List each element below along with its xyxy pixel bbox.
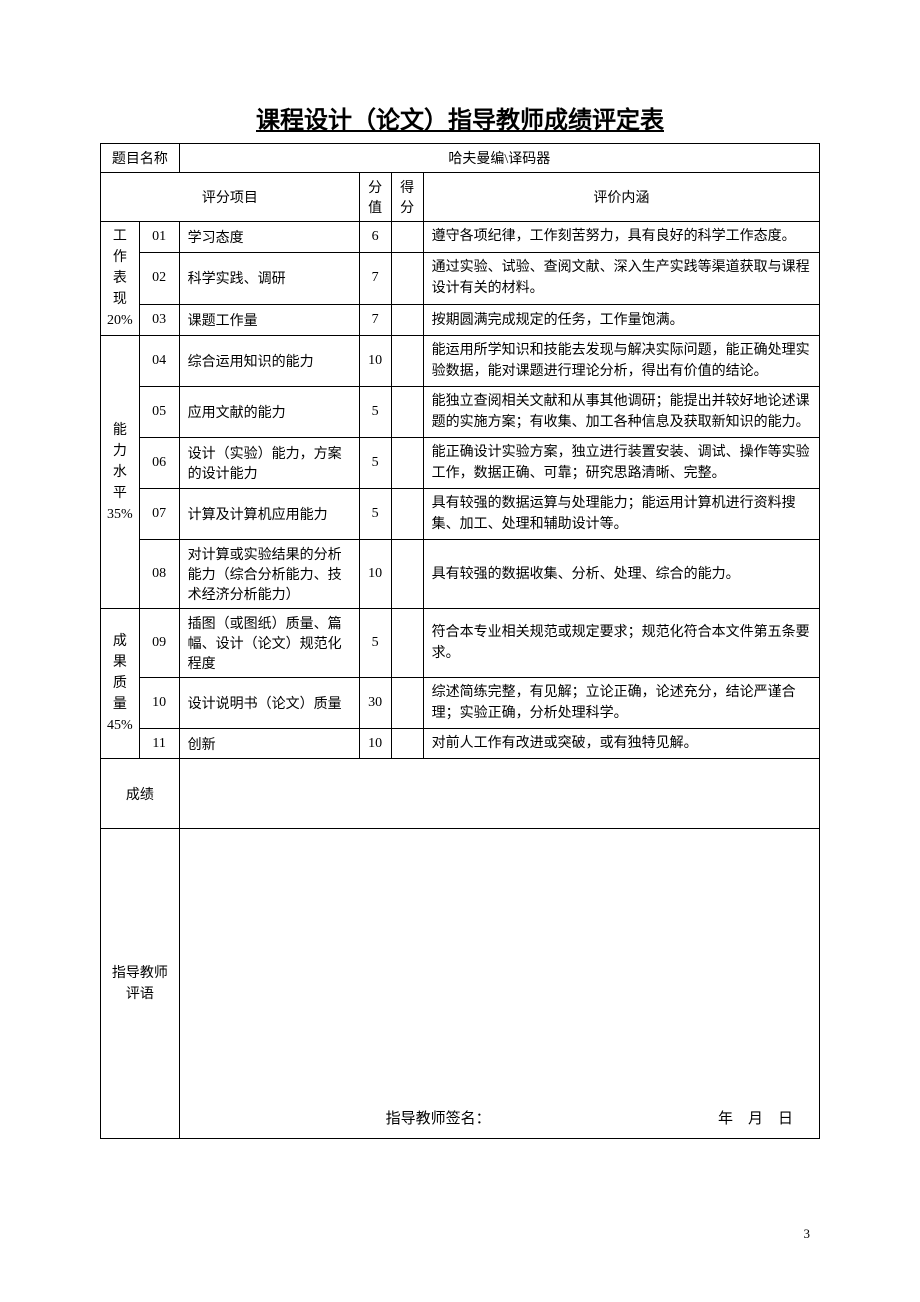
row-score: 7	[359, 252, 391, 304]
row-score: 7	[359, 305, 391, 336]
row-item: 学习态度	[179, 222, 359, 253]
row-got[interactable]	[391, 729, 423, 759]
header-row: 评分项目 分值 得分 评价内涵	[101, 173, 820, 222]
category-percent: 35%	[107, 504, 133, 525]
row-item: 设计（实验）能力，方案的设计能力	[179, 438, 359, 489]
row-got[interactable]	[391, 489, 423, 540]
row-got[interactable]	[391, 678, 423, 729]
comment-label: 指导教师评语	[107, 963, 173, 1005]
header-item: 评分项目	[101, 173, 360, 222]
signature-label: 指导教师签名：	[386, 1111, 491, 1127]
table-row: 10 设计说明书（论文）质量 30 综述简练完整，有见解；立论正确，论述充分，结…	[101, 678, 820, 729]
evaluation-table: 题目名称 哈夫曼编\译码器 评分项目 分值 得分 评价内涵 工作表现 20% 0…	[100, 143, 820, 1139]
table-row: 03 课题工作量 7 按期圆满完成规定的任务，工作量饱满。	[101, 305, 820, 336]
row-item: 创新	[179, 729, 359, 759]
row-item: 对计算或实验结果的分析能力（综合分析能力、技术经济分析能力）	[179, 540, 359, 609]
row-content: 综述简练完整，有见解；立论正确，论述充分，结论严谨合理；实验正确，分析处理科学。	[423, 678, 819, 729]
row-content: 对前人工作有改进或突破，或有独特见解。	[423, 729, 819, 759]
document-title: 课程设计（论文）指导教师成绩评定表	[100, 100, 820, 135]
comment-body[interactable]: 指导教师签名： 年 月 日	[179, 829, 819, 1139]
comment-label-cell: 指导教师评语	[101, 829, 180, 1139]
table-row: 能力水平 35% 04 综合运用知识的能力 10 能运用所学知识和技能去发现与解…	[101, 336, 820, 387]
grade-label: 成绩	[101, 759, 180, 829]
row-score: 10	[359, 336, 391, 387]
row-score: 10	[359, 729, 391, 759]
row-content: 能正确设计实验方案，独立进行装置安装、调试、操作等实验工作，数据正确、可靠；研究…	[423, 438, 819, 489]
row-num: 10	[139, 678, 179, 729]
header-got: 得分	[391, 173, 423, 222]
row-score: 10	[359, 540, 391, 609]
subject-label: 题目名称	[101, 144, 180, 173]
row-score: 30	[359, 678, 391, 729]
row-num: 05	[139, 387, 179, 438]
row-num: 11	[139, 729, 179, 759]
row-num: 01	[139, 222, 179, 253]
table-row: 05 应用文献的能力 5 能独立查阅相关文献和从事其他调研；能提出并较好地论述课…	[101, 387, 820, 438]
row-num: 04	[139, 336, 179, 387]
row-got[interactable]	[391, 305, 423, 336]
table-row: 成果质量 45% 09 插图（或图纸）质量、篇幅、设计（论文）规范化程度 5 符…	[101, 609, 820, 678]
row-got[interactable]	[391, 336, 423, 387]
row-score: 5	[359, 438, 391, 489]
row-num: 07	[139, 489, 179, 540]
row-item: 设计说明书（论文）质量	[179, 678, 359, 729]
header-content: 评价内涵	[423, 173, 819, 222]
category-name: 工作表现	[107, 226, 133, 310]
row-score: 6	[359, 222, 391, 253]
category-name: 成果质量	[107, 631, 133, 715]
category-percent: 45%	[107, 715, 133, 736]
table-row: 02 科学实践、调研 7 通过实验、试验、查阅文献、深入生产实践等渠道获取与课程…	[101, 252, 820, 304]
month-label: 月	[748, 1111, 763, 1127]
category-name: 能力水平	[107, 420, 133, 504]
category-cell-2: 能力水平 35%	[101, 336, 140, 609]
table-row: 08 对计算或实验结果的分析能力（综合分析能力、技术经济分析能力） 10 具有较…	[101, 540, 820, 609]
row-got[interactable]	[391, 438, 423, 489]
row-got[interactable]	[391, 540, 423, 609]
year-label: 年	[718, 1111, 733, 1127]
row-content: 按期圆满完成规定的任务，工作量饱满。	[423, 305, 819, 336]
row-content: 具有较强的数据运算与处理能力；能运用计算机进行资料搜集、加工、处理和辅助设计等。	[423, 489, 819, 540]
day-label: 日	[778, 1111, 793, 1127]
row-num: 03	[139, 305, 179, 336]
table-row: 11 创新 10 对前人工作有改进或突破，或有独特见解。	[101, 729, 820, 759]
row-item: 科学实践、调研	[179, 252, 359, 304]
table-row: 07 计算及计算机应用能力 5 具有较强的数据运算与处理能力；能运用计算机进行资…	[101, 489, 820, 540]
row-item: 应用文献的能力	[179, 387, 359, 438]
page-number: 3	[804, 1226, 811, 1242]
row-got[interactable]	[391, 387, 423, 438]
row-num: 09	[139, 609, 179, 678]
row-content: 符合本专业相关规范或规定要求；规范化符合本文件第五条要求。	[423, 609, 819, 678]
row-content: 遵守各项纪律，工作刻苦努力，具有良好的科学工作态度。	[423, 222, 819, 253]
table-row: 06 设计（实验）能力，方案的设计能力 5 能正确设计实验方案，独立进行装置安装…	[101, 438, 820, 489]
row-item: 插图（或图纸）质量、篇幅、设计（论文）规范化程度	[179, 609, 359, 678]
category-cell-3: 成果质量 45%	[101, 609, 140, 759]
row-score: 5	[359, 387, 391, 438]
row-got[interactable]	[391, 222, 423, 253]
table-row: 工作表现 20% 01 学习态度 6 遵守各项纪律，工作刻苦努力，具有良好的科学…	[101, 222, 820, 253]
category-percent: 20%	[107, 310, 133, 331]
row-num: 02	[139, 252, 179, 304]
row-got[interactable]	[391, 252, 423, 304]
row-item: 课题工作量	[179, 305, 359, 336]
grade-row: 成绩	[101, 759, 820, 829]
row-content: 通过实验、试验、查阅文献、深入生产实践等渠道获取与课程设计有关的材料。	[423, 252, 819, 304]
comment-row: 指导教师评语 指导教师签名： 年 月 日	[101, 829, 820, 1139]
category-cell-1: 工作表现 20%	[101, 222, 140, 336]
header-score: 分值	[359, 173, 391, 222]
subject-row: 题目名称 哈夫曼编\译码器	[101, 144, 820, 173]
row-item: 计算及计算机应用能力	[179, 489, 359, 540]
row-content: 具有较强的数据收集、分析、处理、综合的能力。	[423, 540, 819, 609]
row-score: 5	[359, 489, 391, 540]
row-num: 06	[139, 438, 179, 489]
subject-value: 哈夫曼编\译码器	[179, 144, 819, 173]
grade-value[interactable]	[179, 759, 819, 829]
row-content: 能独立查阅相关文献和从事其他调研；能提出并较好地论述课题的实施方案；有收集、加工…	[423, 387, 819, 438]
row-item: 综合运用知识的能力	[179, 336, 359, 387]
row-got[interactable]	[391, 609, 423, 678]
signature-line: 指导教师签名： 年 月 日	[186, 1107, 813, 1128]
row-content: 能运用所学知识和技能去发现与解决实际问题，能正确处理实验数据，能对课题进行理论分…	[423, 336, 819, 387]
row-num: 08	[139, 540, 179, 609]
row-score: 5	[359, 609, 391, 678]
